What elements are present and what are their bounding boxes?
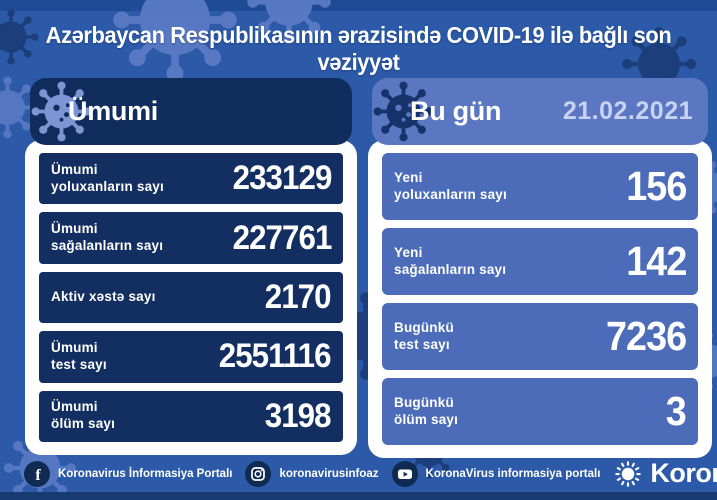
koronavirus-info-logo: KoronaVirus info: [613, 458, 717, 489]
svg-text:f: f: [35, 467, 41, 484]
facebook-link[interactable]: f Koronavirus İnformasiya Portalı: [24, 460, 233, 487]
stat-value: 156: [625, 163, 687, 209]
total-panel-body: Ümumi yoluxanların sayı 233129 Ümumi sağ…: [25, 140, 357, 455]
stat-label: Ümumi yoluxanların sayı: [51, 161, 164, 194]
stat-label: Bugünkü test sayı: [394, 319, 454, 352]
today-panel-body: Yeni yoluxanların sayı 156 Yeni sağalanl…: [368, 140, 712, 458]
footer: f Koronavirus İnformasiya Portalı korona…: [0, 455, 717, 492]
today-panel: Yeni yoluxanların sayı 156 Yeni sağalanl…: [368, 78, 712, 458]
stat-label: Ümumi ölüm sayı: [51, 399, 116, 432]
facebook-icon: f: [24, 460, 50, 487]
stat-label: Yeni sağalanların sayı: [394, 244, 507, 277]
youtube-icon: [391, 460, 418, 487]
today-panel-header: Bu gün 21.02.2021: [372, 78, 708, 145]
stat-value: 2551116: [219, 337, 332, 376]
instagram-link[interactable]: koronavirusinfoaz: [245, 460, 379, 487]
report-date: 21.02.2021: [562, 97, 693, 125]
youtube-label: KoronaVirus informasiya portalı: [425, 467, 601, 480]
instagram-icon: [245, 460, 272, 487]
youtube-link[interactable]: KoronaVirus informasiya portalı: [391, 460, 601, 487]
stat-total-recovered: Ümumi sağalanların sayı 227761: [39, 212, 343, 264]
virus-sun-icon: [615, 460, 642, 487]
stat-total-tests: Ümumi test sayı 2551116: [39, 331, 343, 383]
stat-value: 7236: [605, 313, 687, 359]
total-panel: Ümumi yoluxanların sayı 233129 Ümumi sağ…: [25, 78, 357, 455]
stat-total-infections: Ümumi yoluxanların sayı 233129: [39, 153, 343, 205]
stat-value: 233129: [232, 159, 332, 198]
stat-today-tests: Bugünkü test sayı 7236: [382, 303, 698, 370]
facebook-label: Koronavirus İnformasiya Portalı: [58, 467, 233, 480]
stat-value: 3: [665, 388, 687, 434]
stat-label: Yeni yoluxanların sayı: [394, 169, 507, 202]
stat-value: 3198: [265, 396, 332, 435]
stat-active-cases: Aktiv xəstə sayı 2170: [39, 271, 343, 324]
stat-value: 2170: [265, 278, 332, 317]
stat-new-recovered: Yeni sağalanların sayı 142: [382, 228, 698, 295]
stat-label: Aktiv xəstə sayı: [51, 289, 156, 305]
instagram-label: koronavirusinfoaz: [279, 467, 379, 480]
stat-today-deaths: Bugünkü ölüm sayı 3: [382, 378, 698, 445]
stat-value: 227761: [232, 218, 332, 257]
logo-text: KoronaVirus: [650, 458, 717, 488]
total-panel-header: Ümumi: [30, 78, 352, 145]
stat-label: Ümumi sağalanların sayı: [51, 221, 164, 254]
stat-total-deaths: Ümumi ölüm sayı 3198: [39, 390, 343, 443]
today-panel-title: Bu gün: [410, 96, 502, 126]
top-border-strip: [0, 0, 717, 11]
total-panel-title: Ümumi: [68, 96, 159, 126]
stat-label: Ümumi test sayı: [51, 340, 107, 372]
page-title: Azərbaycan Respublikasının ərazisində CO…: [45, 22, 672, 75]
stat-value: 142: [625, 238, 687, 284]
stat-label: Bugünkü ölüm sayı: [394, 394, 459, 427]
stat-new-infections: Yeni yoluxanların sayı 156: [382, 153, 698, 220]
bottom-border-strip: [0, 492, 717, 500]
